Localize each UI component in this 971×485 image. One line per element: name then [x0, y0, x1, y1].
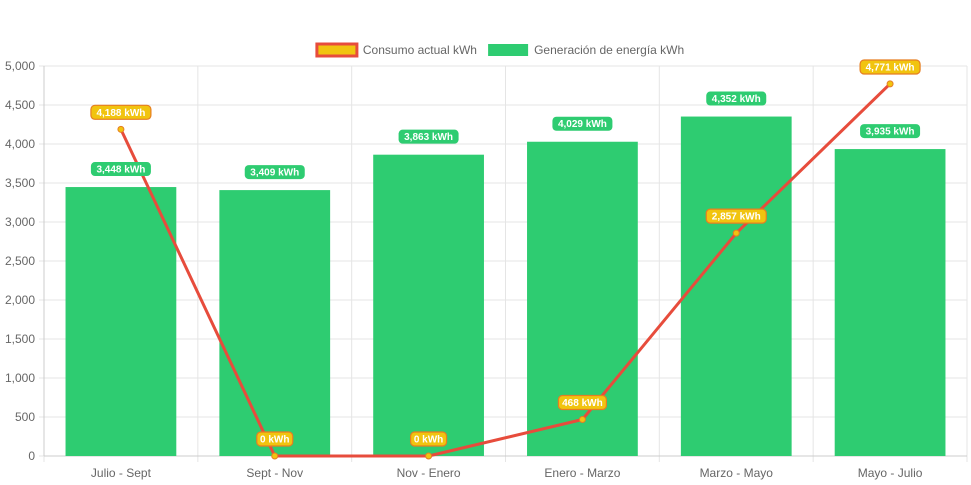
data-label-background — [256, 431, 294, 447]
line-point — [732, 229, 740, 237]
grid-lines — [39, 65, 968, 462]
data-label: 3,935 kWh — [866, 127, 915, 138]
legend-swatch-generation — [488, 44, 529, 56]
bar — [680, 116, 792, 456]
data-label-badge: 4,188 kWh — [90, 104, 152, 120]
data-label: 2,857 kWh — [712, 212, 761, 223]
bar — [373, 154, 484, 456]
bar — [219, 190, 331, 456]
line-point — [117, 125, 125, 133]
consumption-line — [119, 82, 892, 458]
data-label: 4,029 kWh — [558, 119, 607, 130]
data-label-badge: 4,029 kWh — [552, 116, 613, 131]
data-label-background — [398, 129, 459, 144]
x-tick-label: Sept - Nov — [246, 466, 303, 480]
data-label: 3,409 kWh — [250, 168, 299, 179]
y-tick-label: 1,500 — [5, 332, 35, 346]
data-label-badge: 468 kWh — [557, 394, 608, 411]
legend-swatch-consumption — [315, 42, 359, 58]
data-label-background — [409, 431, 448, 447]
data-label: 3,448 kWh — [96, 165, 145, 176]
data-label-badge: 0 kWh — [256, 431, 294, 447]
bar — [65, 187, 177, 456]
data-label: 0 kWh — [414, 435, 443, 446]
y-tick-label: 500 — [15, 410, 35, 424]
bar — [834, 149, 946, 456]
data-label-badge: 3,935 kWh — [860, 124, 921, 139]
data-label-background — [706, 91, 767, 106]
line-point — [425, 452, 433, 460]
data-label: 0 kWh — [260, 435, 289, 446]
legend: Consumo actual kWh Generación de energía … — [315, 42, 684, 58]
data-label-badge: 0 kWh — [409, 431, 448, 447]
y-tick-label: 1,000 — [5, 371, 35, 385]
data-label-badge: 3,863 kWh — [398, 129, 459, 144]
x-tick-label: Mayo - Julio — [858, 466, 923, 480]
data-label-badge: 3,448 kWh — [90, 162, 151, 177]
data-label-badge: 3,409 kWh — [244, 165, 305, 180]
x-tick-label: Enero - Marzo — [544, 466, 620, 480]
data-label: 4,352 kWh — [712, 94, 761, 105]
data-label-badge: 2,857 kWh — [705, 208, 767, 224]
data-label-background — [90, 104, 152, 120]
line-point — [886, 80, 894, 88]
data-label-background — [90, 162, 151, 177]
line-point — [578, 415, 586, 423]
data-label-background — [552, 116, 613, 131]
data-label-background — [244, 165, 305, 180]
data-label-background — [557, 394, 608, 411]
y-tick-label: 2,500 — [5, 254, 35, 268]
y-tick-label: 3,500 — [5, 176, 35, 190]
x-tick-label: Nov - Enero — [397, 466, 461, 480]
data-label-background — [705, 208, 767, 224]
data-label-badge: 4,352 kWh — [706, 91, 767, 106]
y-tick-label: 4,000 — [5, 137, 35, 151]
y-tick-label: 3,000 — [5, 215, 35, 229]
y-tick-label: 5,000 — [5, 59, 35, 73]
data-label-background — [860, 124, 921, 139]
line-point — [271, 452, 279, 460]
legend-label: Consumo actual kWh — [363, 43, 477, 57]
data-label: 3,863 kWh — [404, 132, 453, 143]
data-label: 468 kWh — [562, 398, 603, 409]
data-label: 4,771 kWh — [866, 63, 915, 74]
x-tick-label: Marzo - Mayo — [700, 466, 774, 480]
legend-label: Generación de energía kWh — [534, 43, 684, 57]
x-tick-label: Julio - Sept — [91, 466, 152, 480]
y-tick-label: 4,500 — [5, 98, 35, 112]
y-tick-label: 2,000 — [5, 293, 35, 307]
y-tick-label: 0 — [28, 449, 35, 463]
data-label-background — [859, 59, 921, 75]
data-label-badge: 4,771 kWh — [859, 59, 921, 75]
data-label: 4,188 kWh — [96, 108, 145, 119]
